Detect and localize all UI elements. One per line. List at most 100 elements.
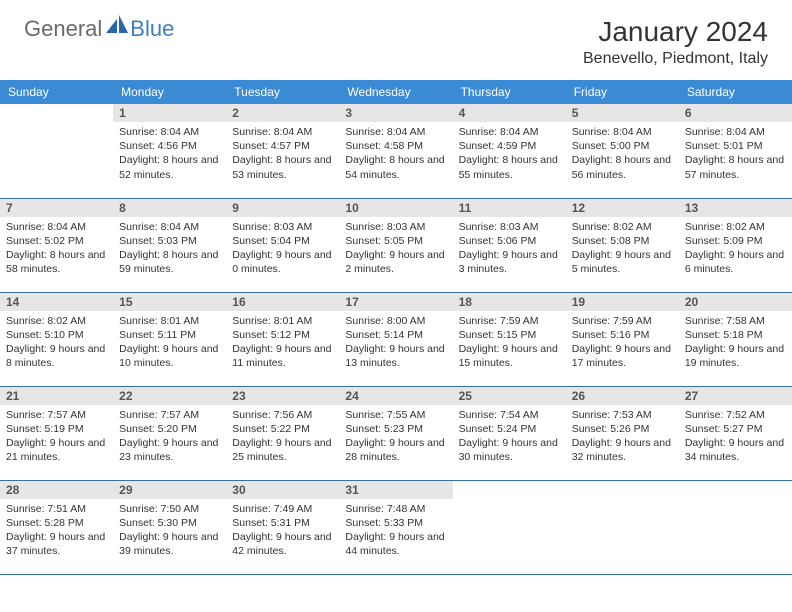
calendar-cell: 17Sunrise: 8:00 AMSunset: 5:14 PMDayligh…: [339, 292, 452, 386]
sunrise-text: Sunrise: 7:49 AM: [232, 502, 333, 516]
sunset-text: Sunset: 5:01 PM: [685, 139, 786, 153]
day-number: 23: [226, 387, 339, 405]
day-number: 14: [0, 293, 113, 311]
day-number: 4: [453, 104, 566, 122]
day-info: Sunrise: 7:49 AMSunset: 5:31 PMDaylight:…: [232, 502, 333, 559]
logo: General Blue: [24, 16, 174, 42]
day-number: [679, 481, 792, 499]
sunrise-text: Sunrise: 7:57 AM: [119, 408, 220, 422]
day-info: Sunrise: 8:04 AMSunset: 4:57 PMDaylight:…: [232, 125, 333, 182]
day-number: 19: [566, 293, 679, 311]
day-number: 2: [226, 104, 339, 122]
calendar-cell: [453, 480, 566, 574]
calendar-cell: 9Sunrise: 8:03 AMSunset: 5:04 PMDaylight…: [226, 198, 339, 292]
calendar-cell: 14 Sunrise: 8:02 AMSunset: 5:10 PMDayligh…: [0, 292, 113, 386]
day-info: Sunrise: 8:02 AMSunset: 5:10 PMDaylight:…: [6, 314, 107, 371]
sunrise-text: Sunrise: 8:00 AM: [345, 314, 446, 328]
daylight-text: Daylight: 8 hours and 57 minutes.: [685, 153, 786, 181]
sunset-text: Sunset: 5:05 PM: [345, 234, 446, 248]
daylight-text: Daylight: 9 hours and 32 minutes.: [572, 436, 673, 464]
calendar-cell: 19 Sunrise: 7:59 AMSunset: 5:16 PMDayligh…: [566, 292, 679, 386]
day-number: 20: [679, 293, 792, 311]
day-number: 27: [679, 387, 792, 405]
dayname-fri: Friday: [566, 80, 679, 104]
sunset-text: Sunset: 5:16 PM: [572, 328, 673, 342]
day-number: 15: [113, 293, 226, 311]
sunset-text: Sunset: 4:56 PM: [119, 139, 220, 153]
day-number: 7: [0, 199, 113, 217]
day-info: Sunrise: 8:03 AMSunset: 5:05 PMDaylight:…: [345, 220, 446, 277]
day-number: 12: [566, 199, 679, 217]
sunrise-text: Sunrise: 8:04 AM: [232, 125, 333, 139]
day-info: Sunrise: 7:59 AMSunset: 5:16 PMDaylight:…: [572, 314, 673, 371]
day-info: Sunrise: 8:02 AMSunset: 5:08 PMDaylight:…: [572, 220, 673, 277]
daylight-text: Daylight: 9 hours and 0 minutes.: [232, 248, 333, 276]
sunrise-text: Sunrise: 7:48 AM: [345, 502, 446, 516]
day-number: 28: [0, 481, 113, 499]
sunrise-text: Sunrise: 8:04 AM: [459, 125, 560, 139]
sunset-text: Sunset: 5:23 PM: [345, 422, 446, 436]
calendar-cell: 30 Sunrise: 7:49 AMSunset: 5:31 PMDayligh…: [226, 480, 339, 574]
sunrise-text: Sunrise: 7:56 AM: [232, 408, 333, 422]
day-number: 5: [566, 104, 679, 122]
day-number: 13: [679, 199, 792, 217]
sunrise-text: Sunrise: 8:02 AM: [6, 314, 107, 328]
sunrise-text: Sunrise: 8:04 AM: [119, 125, 220, 139]
daylight-text: Daylight: 8 hours and 52 minutes.: [119, 153, 220, 181]
title-block: January 2024 Benevello, Piedmont, Italy: [583, 16, 768, 68]
calendar-cell: [0, 104, 113, 198]
dayname-mon: Monday: [113, 80, 226, 104]
day-number: 29: [113, 481, 226, 499]
calendar-row: 28 Sunrise: 7:51 AMSunset: 5:28 PMDayligh…: [0, 480, 792, 574]
day-info: Sunrise: 7:51 AMSunset: 5:28 PMDaylight:…: [6, 502, 107, 559]
sunrise-text: Sunrise: 8:04 AM: [685, 125, 786, 139]
day-info: Sunrise: 7:56 AMSunset: 5:22 PMDaylight:…: [232, 408, 333, 465]
sunrise-text: Sunrise: 7:54 AM: [459, 408, 560, 422]
daylight-text: Daylight: 9 hours and 42 minutes.: [232, 530, 333, 558]
sunset-text: Sunset: 5:03 PM: [119, 234, 220, 248]
daylight-text: Daylight: 9 hours and 15 minutes.: [459, 342, 560, 370]
sunset-text: Sunset: 5:27 PM: [685, 422, 786, 436]
day-info: Sunrise: 8:04 AMSunset: 4:59 PMDaylight:…: [459, 125, 560, 182]
calendar-cell: 23 Sunrise: 7:56 AMSunset: 5:22 PMDayligh…: [226, 386, 339, 480]
sunset-text: Sunset: 5:22 PM: [232, 422, 333, 436]
day-info: Sunrise: 8:01 AMSunset: 5:12 PMDaylight:…: [232, 314, 333, 371]
calendar-table: Sunday Monday Tuesday Wednesday Thursday…: [0, 80, 792, 575]
calendar-row: 14 Sunrise: 8:02 AMSunset: 5:10 PMDayligh…: [0, 292, 792, 386]
day-info: Sunrise: 7:52 AMSunset: 5:27 PMDaylight:…: [685, 408, 786, 465]
calendar-cell: 2 Sunrise: 8:04 AMSunset: 4:57 PMDaylight…: [226, 104, 339, 198]
dayname-sun: Sunday: [0, 80, 113, 104]
sunset-text: Sunset: 5:26 PM: [572, 422, 673, 436]
daylight-text: Daylight: 8 hours and 56 minutes.: [572, 153, 673, 181]
dayname-row: Sunday Monday Tuesday Wednesday Thursday…: [0, 80, 792, 104]
calendar-row: 1Sunrise: 8:04 AMSunset: 4:56 PMDaylight…: [0, 104, 792, 198]
dayname-tue: Tuesday: [226, 80, 339, 104]
daylight-text: Daylight: 9 hours and 25 minutes.: [232, 436, 333, 464]
day-info: Sunrise: 7:57 AMSunset: 5:19 PMDaylight:…: [6, 408, 107, 465]
daylight-text: Daylight: 9 hours and 19 minutes.: [685, 342, 786, 370]
calendar-cell: 12 Sunrise: 8:02 AMSunset: 5:08 PMDayligh…: [566, 198, 679, 292]
sunrise-text: Sunrise: 8:02 AM: [572, 220, 673, 234]
daylight-text: Daylight: 8 hours and 53 minutes.: [232, 153, 333, 181]
daylight-text: Daylight: 9 hours and 10 minutes.: [119, 342, 220, 370]
sunrise-text: Sunrise: 8:04 AM: [6, 220, 107, 234]
day-info: Sunrise: 8:02 AMSunset: 5:09 PMDaylight:…: [685, 220, 786, 277]
day-number: 30: [226, 481, 339, 499]
dayname-wed: Wednesday: [339, 80, 452, 104]
calendar-cell: 1Sunrise: 8:04 AMSunset: 4:56 PMDaylight…: [113, 104, 226, 198]
sunset-text: Sunset: 4:57 PM: [232, 139, 333, 153]
sunset-text: Sunset: 5:09 PM: [685, 234, 786, 248]
sunset-text: Sunset: 5:08 PM: [572, 234, 673, 248]
day-number: 21: [0, 387, 113, 405]
sunrise-text: Sunrise: 8:02 AM: [685, 220, 786, 234]
day-info: Sunrise: 8:04 AMSunset: 5:00 PMDaylight:…: [572, 125, 673, 182]
calendar-cell: 5 Sunrise: 8:04 AMSunset: 5:00 PMDaylight…: [566, 104, 679, 198]
calendar-row: 21 Sunrise: 7:57 AMSunset: 5:19 PMDayligh…: [0, 386, 792, 480]
calendar-cell: 15Sunrise: 8:01 AMSunset: 5:11 PMDayligh…: [113, 292, 226, 386]
day-number: 10: [339, 199, 452, 217]
calendar-cell: 24Sunrise: 7:55 AMSunset: 5:23 PMDayligh…: [339, 386, 452, 480]
calendar-cell: 10 Sunrise: 8:03 AMSunset: 5:05 PMDayligh…: [339, 198, 452, 292]
sunrise-text: Sunrise: 8:04 AM: [119, 220, 220, 234]
day-info: Sunrise: 8:04 AMSunset: 5:01 PMDaylight:…: [685, 125, 786, 182]
calendar-cell: 11Sunrise: 8:03 AMSunset: 5:06 PMDayligh…: [453, 198, 566, 292]
